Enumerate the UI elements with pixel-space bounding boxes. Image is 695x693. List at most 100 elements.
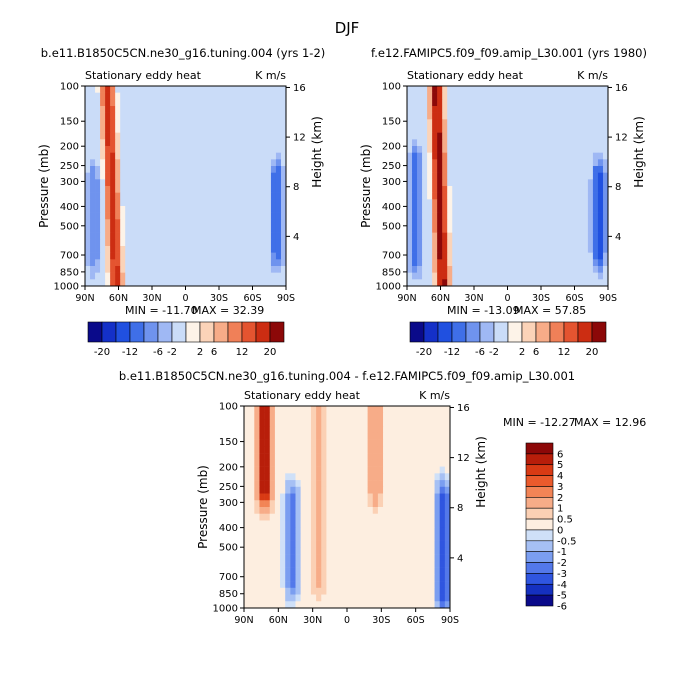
- heatmap-cell: [170, 172, 176, 180]
- heatmap-cell: [477, 86, 483, 93]
- heatmap-cell: [592, 106, 599, 113]
- heatmap-cell: [542, 112, 548, 120]
- heatmap-cell: [336, 527, 343, 535]
- heatmap-cell: [362, 473, 368, 481]
- heatmap-cell: [220, 152, 227, 160]
- heatmap-cell: [572, 199, 579, 207]
- heatmap-cell: [125, 212, 131, 220]
- heatmap-cell: [517, 279, 523, 287]
- heatmap-cell: [517, 179, 523, 187]
- heatmap-cell: [170, 239, 176, 247]
- heatmap-cell: [432, 279, 438, 287]
- heatmap-cell: [150, 219, 156, 227]
- heatmap-cell: [427, 166, 433, 173]
- heatmap-cell: [185, 86, 191, 93]
- heatmap-cell: [300, 574, 307, 582]
- heatmap-cell: [290, 601, 296, 609]
- heatmap-cell: [305, 406, 312, 414]
- heatmap-cell: [552, 166, 559, 173]
- heatmap-cell: [331, 439, 337, 447]
- heatmap-cell: [408, 567, 415, 575]
- heatmap-cell: [341, 406, 348, 414]
- heatmap-cell: [532, 252, 538, 260]
- heatmap-cell: [135, 212, 141, 220]
- heatmap-cell: [205, 192, 211, 200]
- heatmap-cell: [482, 92, 488, 100]
- heatmap-cell: [502, 119, 508, 127]
- heatmap-cell: [362, 560, 368, 568]
- heatmap-cell: [419, 500, 425, 508]
- heatmap-cell: [377, 432, 384, 440]
- heatmap-cell: [260, 126, 267, 133]
- heatmap-cell: [572, 206, 579, 213]
- heatmap-cell: [352, 453, 358, 461]
- colorbar-swatch: [87, 321, 103, 343]
- heatmap-cell: [462, 212, 468, 220]
- heatmap-cell: [295, 493, 301, 501]
- heatmap-cell: [457, 199, 463, 207]
- heatmap-cell: [419, 459, 425, 467]
- heatmap-cell: [90, 279, 96, 287]
- panel-right-title: f.e12.FAMIPC5.f09_f09.amip_L30.001 (yrs …: [371, 46, 647, 60]
- heatmap-cell: [310, 446, 317, 454]
- heatmap-cell: [160, 179, 166, 187]
- heatmap-cell: [367, 432, 374, 440]
- heatmap-cell: [512, 252, 518, 260]
- heatmap-cell: [492, 172, 498, 180]
- heatmap-cell: [155, 92, 161, 100]
- heatmap-cell: [467, 212, 473, 220]
- heatmap-cell: [321, 594, 327, 602]
- heatmap-cell: [587, 126, 594, 133]
- heatmap-cell: [442, 246, 448, 253]
- heatmap-cell: [357, 587, 363, 595]
- y-tick-label: 150: [382, 117, 401, 128]
- heatmap-cell: [447, 212, 453, 220]
- heatmap-cell: [537, 146, 543, 153]
- heatmap-cell: [602, 146, 609, 153]
- heatmap-cell: [429, 513, 435, 521]
- heatmap-cell: [225, 166, 232, 173]
- heatmap-cell: [120, 186, 126, 193]
- heatmap-cell: [542, 92, 548, 100]
- heatmap-cell: [422, 199, 428, 207]
- heatmap-cell: [347, 533, 353, 541]
- heatmap-cell: [245, 126, 252, 133]
- heatmap-cell: [557, 146, 564, 153]
- heatmap-cell: [517, 199, 523, 207]
- heatmap-cell: [407, 146, 413, 153]
- heatmap-cell: [542, 252, 548, 260]
- heatmap-cell: [205, 226, 211, 233]
- heatmap-cell: [170, 112, 176, 120]
- heatmap-cell: [377, 567, 384, 575]
- heatmap-cell: [357, 453, 363, 461]
- heatmap-cell: [195, 212, 201, 220]
- heatmap-cell: [419, 419, 425, 427]
- heatmap-cell: [547, 152, 554, 160]
- heatmap-cell: [429, 419, 435, 427]
- heatmap-cell: [444, 500, 451, 508]
- heatmap-cell: [145, 106, 151, 113]
- heatmap-cell: [532, 126, 538, 133]
- heatmap-cell: [517, 146, 523, 153]
- heatmap-cell: [507, 279, 513, 287]
- heatmap-cell: [195, 92, 201, 100]
- heatmap-cell: [398, 587, 404, 595]
- heatmap-cell: [240, 279, 247, 287]
- x-tick-label: 90N: [75, 293, 94, 304]
- heatmap-cell: [472, 232, 478, 240]
- heatmap-cell: [383, 480, 389, 488]
- heatmap-cell: [439, 426, 446, 434]
- heatmap-cell: [437, 272, 443, 280]
- heatmap-cell: [482, 246, 488, 253]
- heatmap-cell: [372, 439, 379, 447]
- heatmap-cell: [512, 126, 518, 133]
- heatmap-cell: [180, 92, 186, 100]
- heatmap-cell: [444, 486, 451, 494]
- heatmap-cell: [249, 446, 255, 454]
- heatmap-cell: [597, 146, 604, 153]
- heatmap-cell: [457, 132, 463, 140]
- heatmap-cell: [259, 426, 265, 434]
- heatmap-cell: [250, 279, 257, 287]
- heatmap-cell: [442, 219, 448, 227]
